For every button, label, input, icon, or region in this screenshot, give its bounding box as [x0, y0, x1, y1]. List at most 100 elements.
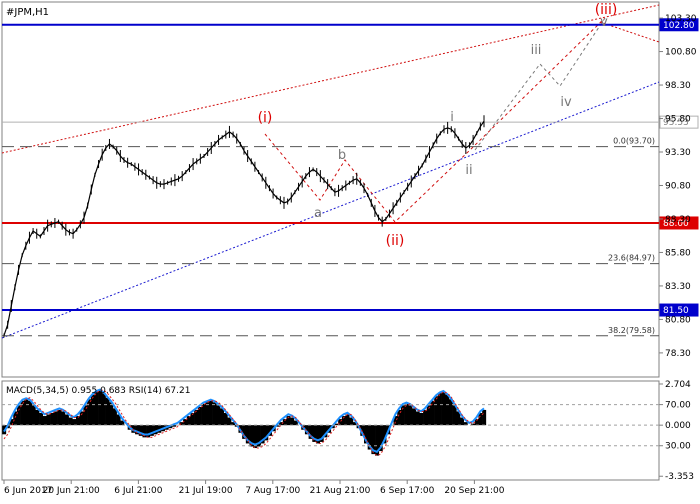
x-tick-label: 7 Aug 17:00	[245, 486, 300, 496]
macd-histogram-bar	[264, 425, 269, 441]
wave-label: v	[600, 15, 608, 30]
macd-histogram-bar	[293, 420, 298, 426]
wave-label: i	[450, 110, 454, 125]
macd-histogram-bar	[194, 409, 199, 426]
y-tick-label: 98.30	[665, 81, 691, 91]
indicator-tick-label: 30.00	[665, 442, 691, 452]
macd-histogram-bar	[28, 400, 32, 426]
macd-histogram-bar	[319, 425, 324, 442]
macd-histogram-bar	[437, 393, 442, 426]
macd-histogram-bar	[98, 390, 103, 426]
macd-histogram-bar	[68, 417, 73, 426]
indicator-series	[2, 388, 487, 457]
fib-level-label: 0.0(93.70)	[613, 137, 655, 146]
macd-histogram-bar	[105, 397, 110, 426]
macd-histogram-bar	[186, 416, 191, 426]
macd-histogram-bar	[142, 425, 147, 438]
level-badge	[659, 303, 699, 317]
indicator-y-axis: 2.704 70.00 0.000 30.00 -3.353	[2, 380, 694, 482]
macd-histogram-bar	[352, 422, 357, 426]
macd-histogram-bar	[72, 419, 77, 426]
macd-histogram-bar	[172, 425, 176, 427]
macd-histogram-bar	[256, 425, 261, 447]
macd-histogram-bar	[482, 409, 487, 426]
macd-histogram-bar	[393, 416, 398, 426]
macd-histogram-bar	[101, 393, 106, 426]
macd-histogram-bar	[323, 425, 328, 438]
macd-histogram-bar	[120, 420, 125, 426]
macd-histogram-bar	[268, 425, 272, 436]
macd-histogram-bar	[434, 396, 439, 426]
macd-histogram-bar	[474, 419, 479, 426]
macd-histogram-bar	[404, 403, 409, 426]
macd-histogram-bar	[364, 425, 368, 444]
macd-histogram-bar	[349, 417, 354, 426]
macd-histogram-bar	[205, 402, 210, 426]
macd-histogram-bar	[430, 400, 435, 426]
macd-histogram-bar	[341, 416, 346, 426]
macd-histogram-bar	[312, 425, 317, 442]
x-tick-label: 21 Aug 21:00	[310, 486, 371, 496]
macd-histogram-bar	[456, 411, 461, 426]
macd-histogram-bar	[149, 425, 154, 436]
macd-histogram-bar	[448, 399, 453, 426]
indicator-title: MACD(5,34,5) 0.955 0.683 RSI(14) 67.21	[6, 386, 190, 396]
fib-layer: 0.0(93.70) 23.6(84.97) 38.2(79.58)	[2, 137, 659, 337]
macd-histogram-bar	[375, 425, 380, 456]
macd-histogram-bar	[334, 423, 339, 426]
macd-histogram-bar	[279, 422, 284, 426]
macd-histogram-bar	[227, 417, 232, 426]
macd-histogram-bar	[35, 409, 40, 426]
macd-histogram-bar	[183, 419, 188, 426]
x-tick-label: 20 Jun 21:00	[43, 486, 100, 496]
macd-histogram-bar	[135, 425, 140, 435]
macd-histogram-bar	[112, 408, 117, 426]
macd-histogram-bar	[242, 425, 247, 439]
y-tick-label: 88.30	[665, 215, 691, 225]
price-series	[3, 115, 485, 338]
macd-histogram-bar	[61, 411, 66, 426]
macd-histogram-bar	[231, 422, 236, 426]
y-tick-label: 103.30	[665, 14, 697, 24]
macd-histogram-bar	[212, 402, 217, 426]
x-tick-label: 6 Jul 21:00	[114, 486, 163, 496]
macd-histogram-bar	[415, 411, 420, 426]
level-label: 95.53	[663, 118, 689, 128]
macd-histogram-bar	[316, 425, 320, 444]
wave-label: a	[314, 206, 322, 221]
macd-histogram-bar	[378, 425, 383, 452]
level-label: 81.50	[663, 306, 689, 316]
macd-histogram-bar	[290, 417, 295, 426]
macd-histogram-bar	[400, 405, 405, 426]
macd-histogram-bar	[452, 405, 457, 426]
macd-histogram-bar	[441, 391, 446, 426]
x-tick-label: 6 Sep 17:00	[380, 486, 435, 496]
fib-level-label: 23.6(84.97)	[608, 254, 655, 263]
macd-histogram-bar	[478, 412, 483, 426]
y-tick-label: 80.80	[665, 315, 691, 325]
macd-histogram-bar	[94, 391, 99, 426]
macd-signal-line	[3, 389, 485, 457]
macd-histogram-bar	[83, 405, 88, 426]
y-tick-label: 95.80	[665, 115, 691, 125]
price-panel-frame	[1, 1, 660, 378]
macd-histogram-bar	[419, 412, 424, 426]
y-tick-label: 100.80	[665, 48, 697, 58]
macd-histogram-bar	[53, 411, 58, 426]
macd-histogram-bar	[367, 425, 372, 450]
macd-histogram-bar	[282, 419, 287, 426]
macd-histogram-bar	[57, 409, 62, 426]
level-badge	[659, 18, 699, 32]
macd-histogram-bar	[90, 394, 95, 426]
lower-trend-line	[1, 81, 660, 339]
macd-histogram-bar	[275, 425, 280, 427]
x-tick-label: 6 Jun 2017	[4, 486, 52, 496]
macd-histogram-bar	[116, 414, 121, 426]
price-y-axis: 103.30 100.80 98.30 95.80 93.30 90.80 88.30 85.…	[659, 14, 697, 359]
x-tick-label: 20 Sep 21:00	[444, 486, 504, 496]
fib-level-label: 38.2(79.58)	[608, 326, 655, 335]
macd-histogram-bar	[39, 412, 44, 426]
macd-histogram-bar	[31, 405, 36, 426]
macd-histogram-bar	[153, 425, 158, 435]
